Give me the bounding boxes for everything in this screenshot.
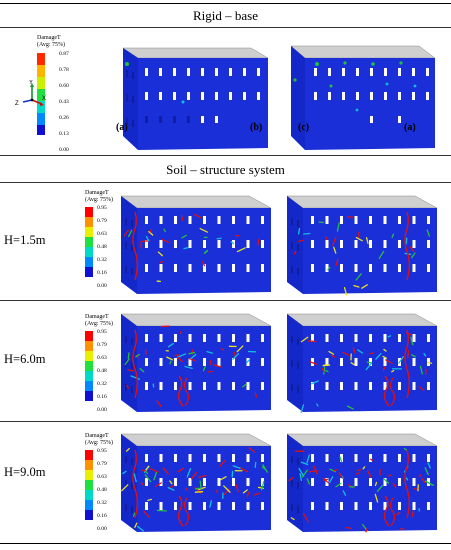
building-model-image — [290, 45, 436, 150]
soil-panel — [113, 190, 273, 296]
bottom-rule — [0, 543, 451, 544]
legend-colorbar — [85, 450, 93, 520]
legend-tick: 0.79 — [97, 342, 107, 348]
legend-tick: 0.32 — [97, 381, 107, 387]
building-model-image — [286, 313, 438, 413]
soil-damage-legend-3: DamageT (Avg: 75%) 0.95 0.79 0.63 0.48 0… — [85, 433, 115, 533]
legend-tick: 0.63 — [97, 355, 107, 361]
soil-panel — [113, 308, 273, 414]
legend-tick: 0.79 — [97, 461, 107, 467]
legend-tick: 0.48 — [97, 244, 107, 250]
top-rule — [0, 3, 451, 4]
building-model-image — [120, 195, 272, 294]
legend-tick: 0.79 — [97, 218, 107, 224]
legend-colorbar — [85, 207, 93, 277]
rigid-panel-left — [113, 40, 271, 152]
panel-label-a-right: (a) — [404, 122, 416, 133]
building-model-image — [286, 195, 438, 296]
legend-tick: 0.63 — [97, 474, 107, 480]
row-label-h6-0: H=6.0m — [4, 352, 46, 366]
legend-title: DamageT — [85, 190, 109, 196]
legend-subtitle: (Avg: 75%) — [85, 440, 114, 446]
axis-x-label: X — [42, 96, 46, 102]
rigid-panel-right — [287, 40, 445, 152]
legend-tick: 0.32 — [97, 500, 107, 506]
legend-tick: 0.48 — [97, 487, 107, 493]
row-divider-2 — [0, 421, 451, 422]
building-model-image — [120, 313, 272, 412]
rigid-header-rule — [0, 27, 451, 28]
legend-tick: 0.95 — [97, 329, 107, 335]
soil-panel — [285, 190, 445, 296]
legend-tick: 0.00 — [97, 407, 107, 413]
legend-tick: 0.87 — [59, 51, 69, 57]
legend-tick: 0.95 — [97, 448, 107, 454]
legend-tick: 0.13 — [59, 131, 69, 137]
legend-colorbar — [37, 53, 45, 135]
soil-panel — [285, 308, 445, 414]
legend-title: DamageT — [37, 35, 61, 41]
legend-tick: 0.95 — [97, 205, 107, 211]
legend-tick: 0.16 — [97, 513, 107, 519]
rigid-base-title: Rigid – base — [193, 8, 258, 23]
axis-z-label: Z — [15, 101, 19, 107]
soil-panel — [285, 428, 445, 534]
soil-damage-legend-1: DamageT (Avg: 75%) 0.95 0.79 0.63 0.48 0… — [85, 190, 115, 290]
legend-title: DamageT — [85, 433, 109, 439]
building-model-image — [120, 433, 272, 532]
soil-structure-title: Soil – structure system — [166, 162, 285, 177]
legend-tick: 0.00 — [97, 283, 107, 289]
building-model-image — [122, 47, 269, 150]
section-divider — [0, 155, 451, 156]
legend-tick: 0.16 — [97, 394, 107, 400]
row-label-h1-5: H=1.5m — [4, 233, 46, 247]
legend-tick: 0.43 — [59, 99, 69, 105]
axis-y-label: Y — [29, 80, 33, 86]
row-label-h9-0: H=9.0m — [4, 465, 46, 479]
panel-label-c: (c) — [298, 122, 310, 133]
legend-tick: 0.63 — [97, 231, 107, 237]
legend-tick: 0.78 — [59, 67, 69, 73]
legend-tick: 0.60 — [59, 83, 69, 89]
legend-tick: 0.26 — [59, 115, 69, 121]
legend-tick: 0.00 — [97, 526, 107, 532]
legend-subtitle: (Avg: 75%) — [85, 197, 114, 203]
legend-subtitle: (Avg: 75%) — [85, 321, 114, 327]
panel-label-a: (a) — [116, 122, 128, 133]
legend-colorbar — [85, 331, 93, 401]
legend-title: DamageT — [85, 314, 109, 320]
axis-triad-icon: Y Z X — [15, 80, 46, 107]
panel-label-b: (b) — [250, 122, 263, 133]
legend-tick: 0.32 — [97, 257, 107, 263]
soil-header-rule — [0, 182, 451, 183]
legend-tick: 0.00 — [59, 147, 69, 153]
rigid-damage-legend: DamageT (Avg: 75%) 0.87 0.78 0.60 0.43 0… — [37, 35, 97, 153]
legend-tick: 0.16 — [97, 270, 107, 276]
legend-tick: 0.48 — [97, 368, 107, 374]
soil-damage-legend-2: DamageT (Avg: 75%) 0.95 0.79 0.63 0.48 0… — [85, 314, 115, 414]
row-divider-1 — [0, 300, 451, 301]
legend-subtitle: (Avg: 75%) — [37, 42, 66, 48]
building-model-image — [286, 433, 438, 533]
soil-panel — [113, 428, 273, 534]
